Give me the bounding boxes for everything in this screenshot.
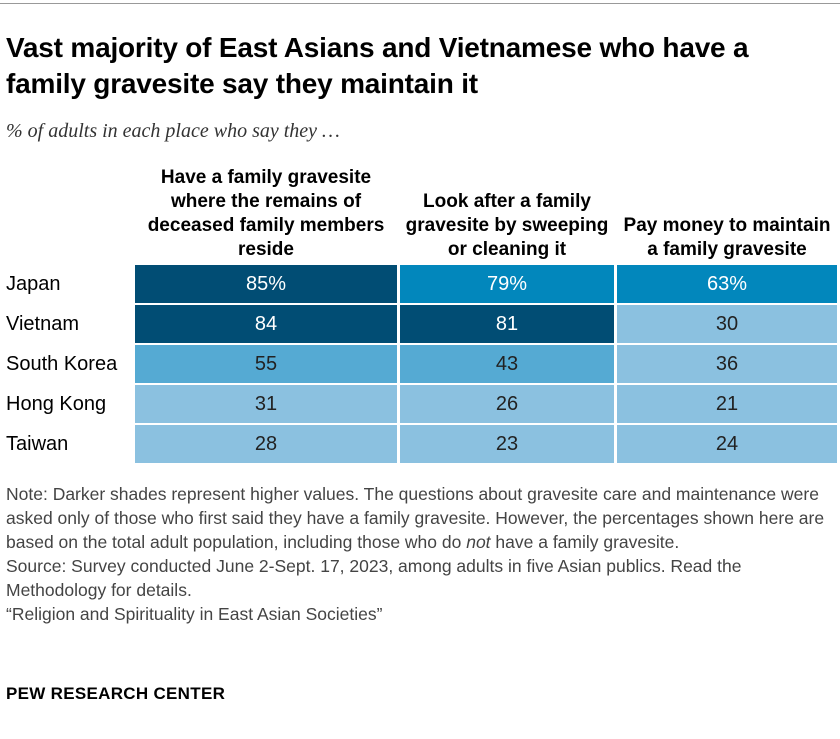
heatmap-cell: 84 [135,305,397,343]
column-header: Have a family gravesite where the remain… [147,167,385,260]
heatmap-cell: 43 [400,345,614,383]
heatmap-cell: 55 [135,345,397,383]
report-title: “Religion and Spirituality in East Asian… [6,604,383,624]
heatmap-cell: 36 [617,345,837,383]
heatmap-cell: 81 [400,305,614,343]
note-text: Note: Darker shades represent higher val… [6,484,825,552]
row-label: Vietnam [6,313,80,335]
heatmap-cell: 23 [400,425,614,463]
heatmap-cell: 24 [617,425,837,463]
chart-notes: Note: Darker shades represent higher val… [6,482,826,626]
row-label: Japan [6,273,61,295]
heatmap-cell: 79% [400,265,614,303]
row-label: Taiwan [6,433,69,455]
row-label: Hong Kong [6,393,107,415]
row-label: South Korea [6,353,118,375]
heatmap-cell: 85% [135,265,397,303]
heatmap-cell: 28 [135,425,397,463]
heatmap-cell: 26 [400,385,614,423]
chart-subtitle: % of adults in each place who say they … [6,120,340,142]
heatmap-cell: 30 [617,305,837,343]
column-header: Look after a family gravesite by sweepin… [405,191,609,260]
heatmap-cell: 31 [135,385,397,423]
pew-logo: PEW RESEARCH CENTER [6,684,226,703]
column-header: Pay money to maintain a family gravesite [623,215,831,260]
chart-title: Vast majority of East Asians and Vietnam… [6,32,749,99]
top-rule [0,3,840,4]
heatmap-cell: 21 [617,385,837,423]
source-text: Source: Survey conducted June 2-Sept. 17… [6,556,742,600]
heatmap-cell: 63% [617,265,837,303]
